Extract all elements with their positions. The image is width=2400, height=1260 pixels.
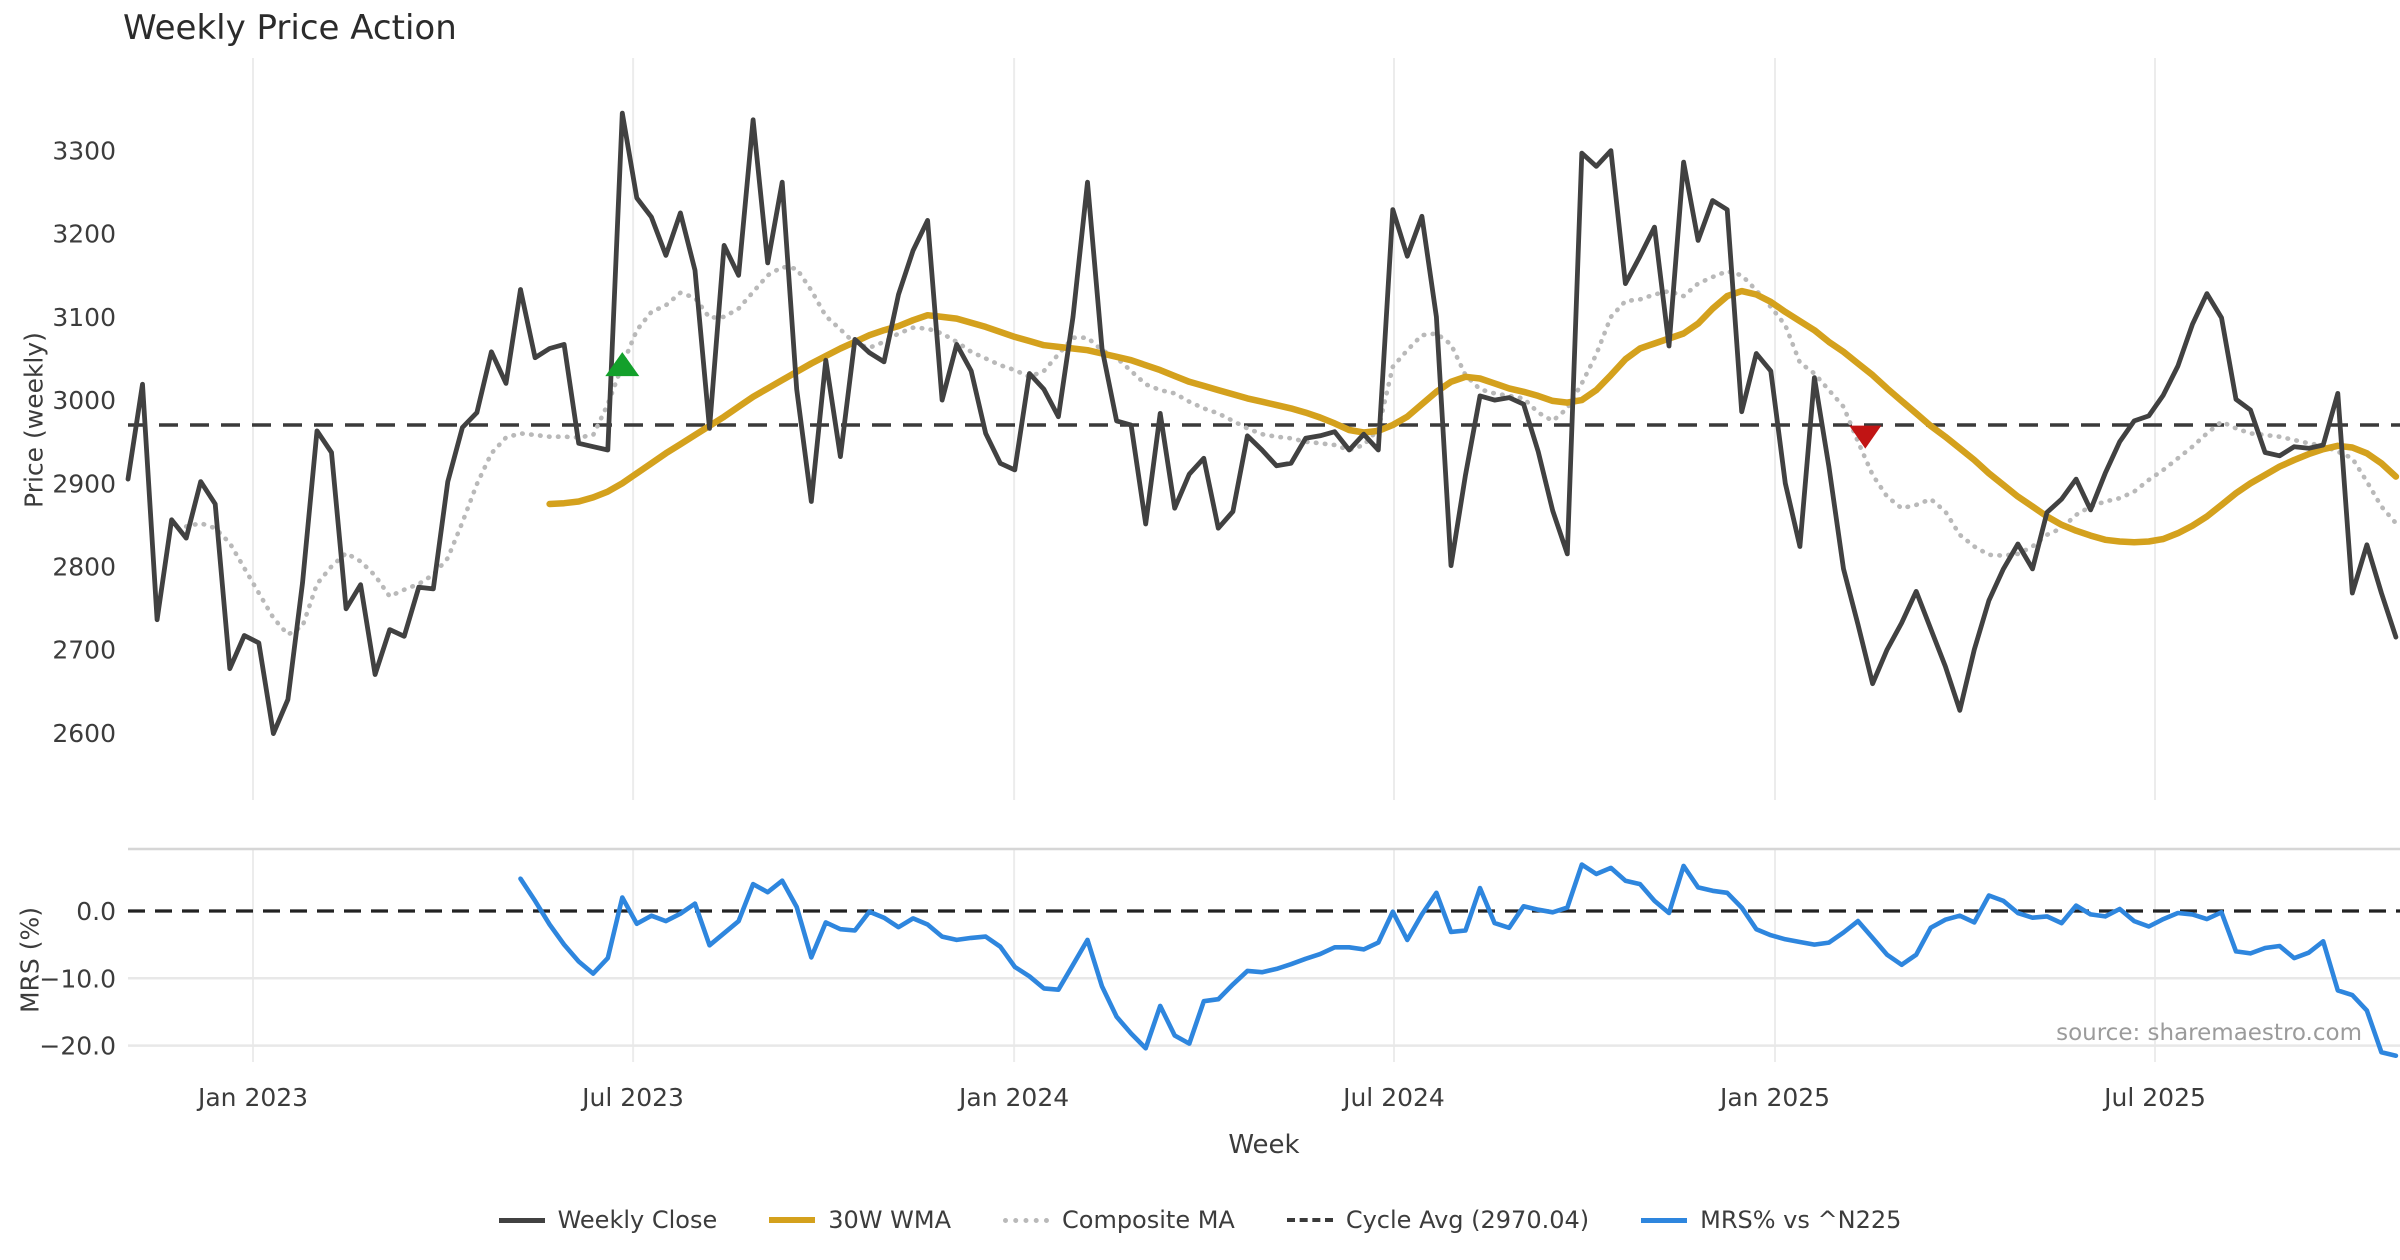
mrs-tick-label: −20.0	[39, 1032, 116, 1061]
chart-title: Weekly Price Action	[123, 8, 457, 48]
legend-swatch-icon	[1003, 1217, 1049, 1223]
buy-signal-icon	[605, 352, 640, 377]
legend-item-composite-ma: Composite MA	[1003, 1206, 1235, 1234]
source-note: source: sharemaestro.com	[2056, 1020, 2362, 1046]
price-tick-label: 3000	[52, 386, 116, 415]
price-tick-label: 2700	[52, 636, 116, 665]
legend: Weekly Close 30W WMA Composite MA Cycle Avg…	[0, 1206, 2400, 1234]
x-tick-label: Jul 2025	[2102, 1083, 2206, 1112]
legend-label: Composite MA	[1062, 1206, 1235, 1234]
legend-label: Cycle Avg (2970.04)	[1345, 1206, 1590, 1234]
price-tick-label: 3300	[52, 137, 116, 166]
price-tick-label: 2800	[52, 552, 116, 581]
price-axis-label: Price (weekly)	[19, 332, 49, 508]
legend-label: Weekly Close	[557, 1206, 718, 1234]
wma-line	[546, 287, 2400, 546]
x-tick-label: Jan 2023	[196, 1083, 308, 1112]
mrs-axis-label: MRS (%)	[15, 906, 45, 1014]
price-tick-label: 3100	[52, 303, 116, 332]
legend-label: 30W WMA	[828, 1206, 951, 1234]
mrs-line	[518, 862, 2399, 1058]
x-tick-label: Jan 2025	[1718, 1083, 1830, 1112]
x-tick-label: Jan 2024	[957, 1083, 1069, 1112]
legend-swatch-icon	[498, 1217, 545, 1223]
legend-label: MRS% vs ^N225	[1700, 1206, 1902, 1234]
composite-ma-line	[183, 264, 2399, 637]
legend-item-weekly-close: Weekly Close	[498, 1206, 718, 1234]
x-tick-label: Jul 2023	[580, 1083, 684, 1112]
mrs-tick-label: 0.0	[76, 897, 116, 926]
mrs-tick-label: −10.0	[39, 964, 116, 993]
price-tick-label: 3200	[52, 220, 116, 249]
sell-signal-icon	[1849, 425, 1882, 449]
legend-swatch-icon	[769, 1217, 816, 1223]
x-tick-label: Jul 2024	[1341, 1083, 1445, 1112]
legend-item-mrs-vs-n225: MRS% vs ^N225	[1641, 1206, 1901, 1234]
week-axis-label: Week	[1228, 1130, 1300, 1160]
price-tick-label: 2600	[52, 719, 116, 748]
legend-item-cycle-avg-2970-04-: Cycle Avg (2970.04)	[1286, 1206, 1590, 1234]
legend-swatch-icon	[1641, 1217, 1688, 1223]
price-tick-label: 2900	[52, 469, 116, 498]
weekly-close-line	[125, 110, 2399, 736]
legend-item-30w-wma: 30W WMA	[769, 1206, 951, 1234]
legend-swatch-icon	[1286, 1218, 1333, 1222]
